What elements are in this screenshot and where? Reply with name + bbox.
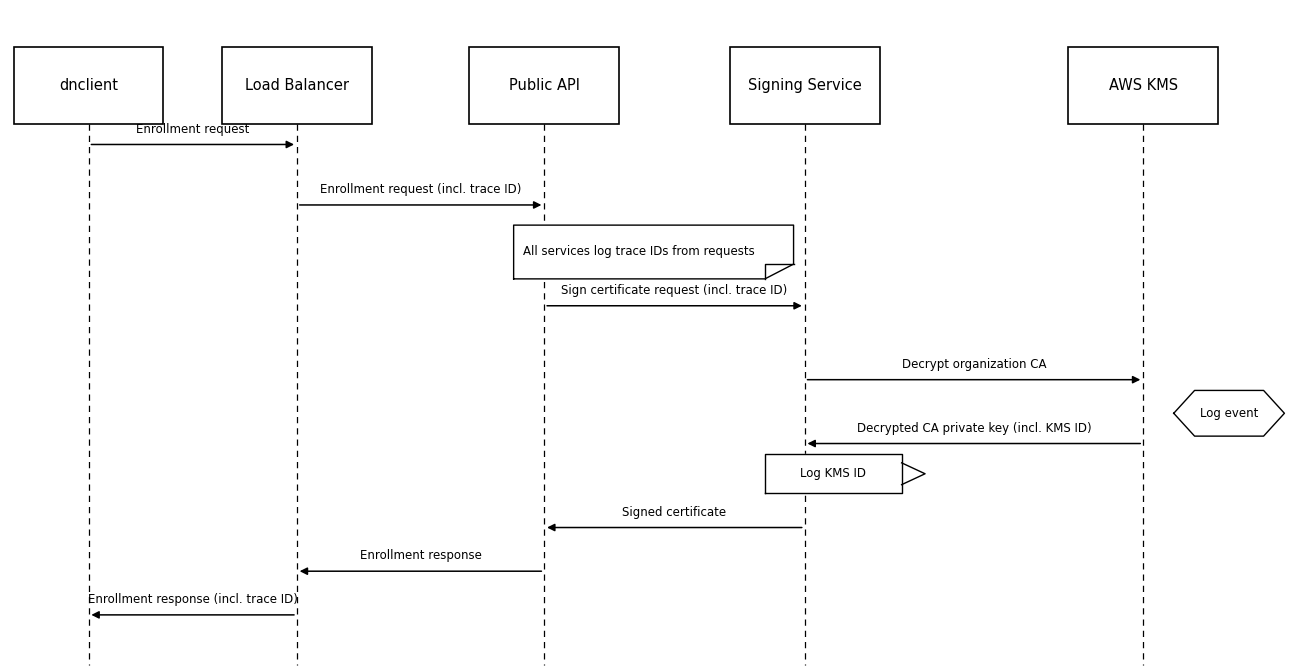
Bar xyxy=(469,47,620,124)
Text: Load Balancer: Load Balancer xyxy=(245,78,349,93)
Polygon shape xyxy=(513,225,794,279)
Text: Decrypted CA private key (incl. KMS ID): Decrypted CA private key (incl. KMS ID) xyxy=(857,422,1091,435)
Text: Sign certificate request (incl. trace ID): Sign certificate request (incl. trace ID… xyxy=(561,284,788,297)
Text: Signed certificate: Signed certificate xyxy=(622,506,727,519)
Text: Signing Service: Signing Service xyxy=(747,78,862,93)
Text: AWS KMS: AWS KMS xyxy=(1108,78,1178,93)
Polygon shape xyxy=(766,454,901,493)
Text: Enrollment response: Enrollment response xyxy=(359,550,482,562)
Polygon shape xyxy=(1174,390,1284,436)
Text: All services log trace IDs from requests: All services log trace IDs from requests xyxy=(523,245,755,259)
Text: Enrollment request (incl. trace ID): Enrollment request (incl. trace ID) xyxy=(320,183,521,196)
Text: Decrypt organization CA: Decrypt organization CA xyxy=(902,358,1046,371)
Bar xyxy=(14,47,163,124)
Text: Enrollment response (incl. trace ID): Enrollment response (incl. trace ID) xyxy=(87,593,298,606)
Text: dnclient: dnclient xyxy=(59,78,118,93)
Text: Log KMS ID: Log KMS ID xyxy=(801,467,866,480)
Polygon shape xyxy=(901,463,924,485)
Text: Enrollment request: Enrollment request xyxy=(135,123,250,136)
Text: Log event: Log event xyxy=(1200,407,1258,420)
Bar xyxy=(221,47,372,124)
Text: Public API: Public API xyxy=(509,78,579,93)
Bar xyxy=(729,47,880,124)
Bar xyxy=(1068,47,1219,124)
